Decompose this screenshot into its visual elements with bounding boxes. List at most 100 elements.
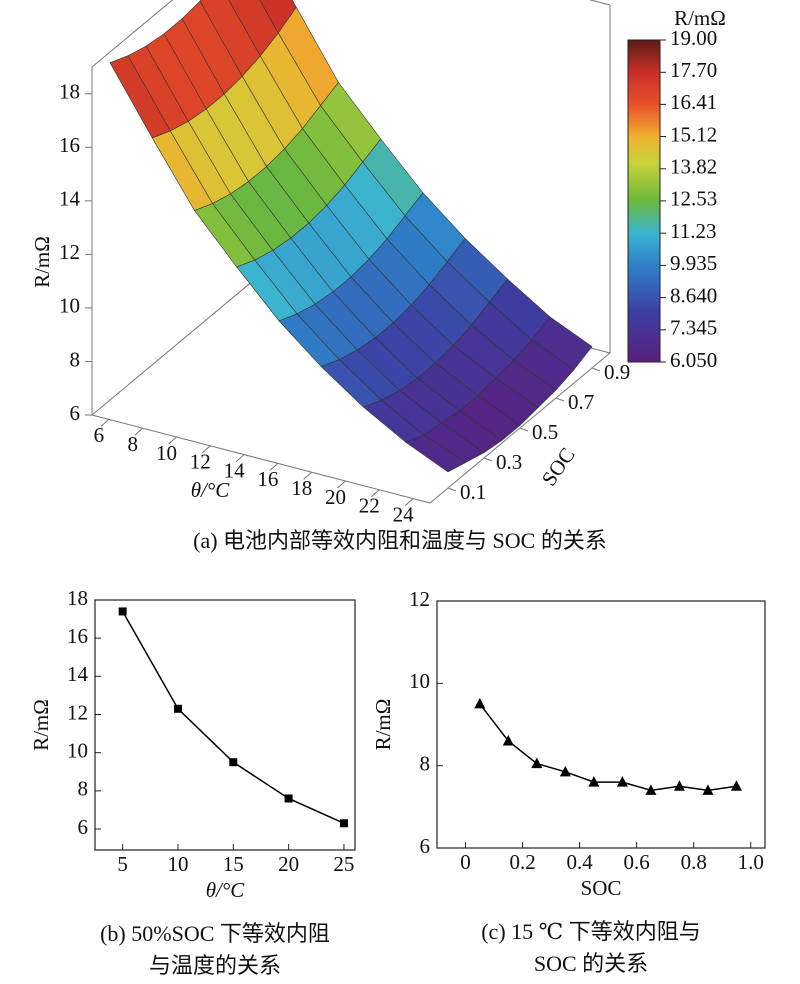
colorbar-title: R/mΩ xyxy=(674,6,726,30)
y-tick-label: 0.7 xyxy=(568,390,594,414)
x-tick-label: 8 xyxy=(127,432,138,456)
marker xyxy=(229,758,238,767)
colorbar-tick-label: 9.935 xyxy=(670,251,717,275)
x-tick xyxy=(404,498,414,506)
y-tick-label: 10 xyxy=(67,738,88,762)
surface-patch xyxy=(405,434,467,473)
y-tick-label: 0.5 xyxy=(532,420,558,444)
y-tick-label: 0.3 xyxy=(496,450,522,474)
z-axis-label: R/mΩ xyxy=(30,236,54,288)
x-tick-label: 20 xyxy=(325,485,346,509)
x-tick-label: 25 xyxy=(333,852,354,876)
x-tick-label: 15 xyxy=(223,852,244,876)
y-tick-label: 14 xyxy=(67,662,89,686)
z-tick-label: 12 xyxy=(59,240,80,264)
box-edge xyxy=(91,0,174,68)
y-tick xyxy=(591,367,601,372)
x-tick xyxy=(168,436,177,445)
z-tick-label: 10 xyxy=(59,294,80,318)
colorbar-tick-label: 19.00 xyxy=(670,26,717,50)
x-tick xyxy=(235,454,245,462)
x-tick-label: 0.6 xyxy=(624,850,650,874)
x-tick-label: 10 xyxy=(156,441,177,465)
y-axis-label: R/mΩ xyxy=(29,699,53,751)
y-tick-label: 8 xyxy=(420,751,431,775)
caption: (a) 电池内部等效内阻和温度与 SOC 的关系 xyxy=(193,528,607,553)
x-tick-label: 0 xyxy=(460,850,471,874)
y-tick-label: 0.1 xyxy=(460,480,486,504)
x-tick xyxy=(134,427,144,436)
x-tick-label: 0.2 xyxy=(509,850,535,874)
x-axis-label: θ/°C xyxy=(206,878,246,902)
marker xyxy=(702,784,714,795)
box-edge xyxy=(91,264,273,416)
x-axis-label: SOC xyxy=(581,876,622,900)
marker xyxy=(531,757,543,769)
z-tick-label: 6 xyxy=(70,401,81,425)
caption: 与温度的关系 xyxy=(149,953,281,978)
x-axis xyxy=(91,414,431,504)
x-tick-label: 5 xyxy=(117,852,128,876)
y-tick-label: 6 xyxy=(420,834,431,858)
z-tick-label: 18 xyxy=(59,80,80,104)
x-tick xyxy=(201,445,211,454)
plot-frame xyxy=(436,600,766,849)
y-tick-label: 10 xyxy=(409,669,430,693)
colorbar-tick-label: 15.12 xyxy=(670,122,717,146)
y-tick-label: 6 xyxy=(78,815,89,839)
marker xyxy=(588,776,600,787)
y-tick xyxy=(483,457,493,462)
colorbar-tick-label: 16.41 xyxy=(670,90,717,114)
marker xyxy=(284,794,293,803)
x-tick-label: 16 xyxy=(257,467,278,491)
y-tick xyxy=(555,397,565,402)
box-edge xyxy=(588,0,611,6)
x-tick-label: 0.4 xyxy=(566,850,593,874)
marker xyxy=(645,784,657,795)
x-tick-label: 20 xyxy=(278,852,299,876)
line xyxy=(122,611,345,824)
marker xyxy=(339,819,348,828)
y-tick-label: 18 xyxy=(67,586,88,610)
z-tick-label: 8 xyxy=(70,347,81,371)
line xyxy=(479,703,737,792)
y-tick xyxy=(519,427,529,432)
x-tick-label: 14 xyxy=(224,458,246,482)
y-axis-label: SOC xyxy=(537,443,580,490)
colorbar-tick-label: 17.70 xyxy=(670,58,717,82)
colorbar-tick-label: 11.23 xyxy=(670,219,716,243)
marker xyxy=(502,734,514,746)
marker xyxy=(730,780,742,791)
colorbar-tick-label: 6.050 xyxy=(670,348,717,372)
x-tick xyxy=(303,471,313,480)
x-tick-label: 22 xyxy=(359,494,380,518)
x-tick-label: 10 xyxy=(167,852,188,876)
colorbar-tick-label: 12.53 xyxy=(670,187,717,211)
colorbar-tick-label: 13.82 xyxy=(670,155,717,179)
z-tick-label: 16 xyxy=(59,133,80,157)
x-tick-label: 24 xyxy=(393,502,415,526)
x-tick-label: 12 xyxy=(190,450,211,474)
x-tick-label: 0.8 xyxy=(681,850,707,874)
y-tick-label: 12 xyxy=(67,700,88,724)
x-tick-label: 1.0 xyxy=(738,850,764,874)
marker xyxy=(673,780,685,791)
y-tick xyxy=(447,487,457,492)
y-axis-label: R/mΩ xyxy=(371,699,395,751)
x-tick xyxy=(269,463,279,471)
marker xyxy=(616,776,628,787)
colorbar xyxy=(627,39,661,363)
y-tick-label: 8 xyxy=(78,777,89,801)
x-tick xyxy=(337,480,346,489)
x-tick-label: 18 xyxy=(291,476,312,500)
caption: (b) 50%SOC 下等效内阻 xyxy=(100,921,330,946)
y-tick-label: 16 xyxy=(67,624,88,648)
x-axis-label: θ/°C xyxy=(191,478,231,502)
colorbar-tick-label: 7.345 xyxy=(670,316,717,340)
plot-frame xyxy=(94,599,356,851)
marker xyxy=(474,697,486,709)
x-tick-label: 6 xyxy=(94,423,105,447)
caption: (c) 15 ℃ 下等效内阻与 xyxy=(481,919,701,944)
